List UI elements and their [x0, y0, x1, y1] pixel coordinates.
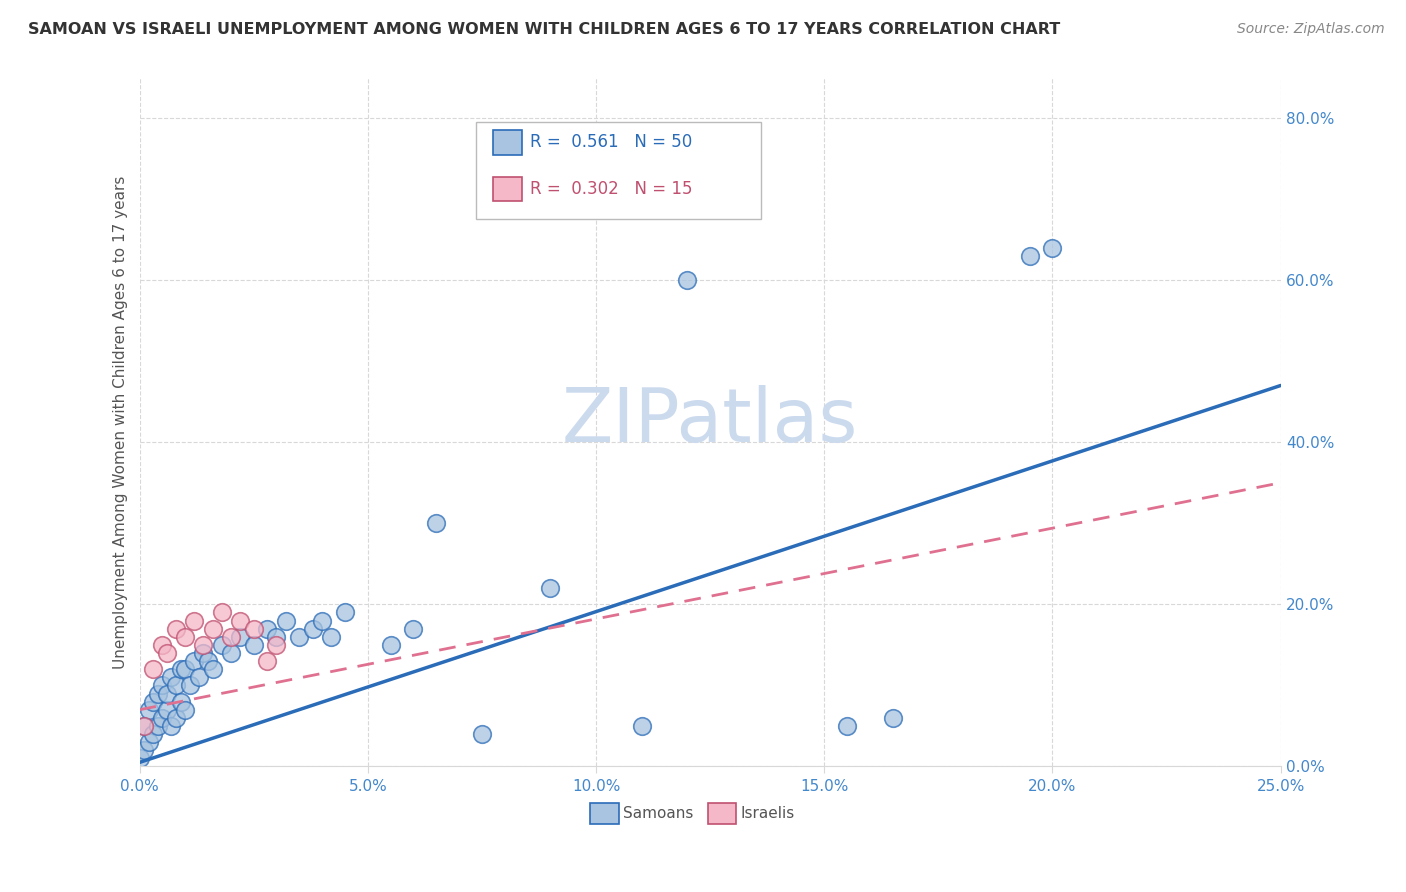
Point	[138, 735, 160, 749]
Point	[219, 646, 242, 660]
Point	[174, 630, 197, 644]
Point	[183, 654, 205, 668]
Point	[630, 719, 652, 733]
Point	[425, 516, 447, 531]
Point	[169, 695, 191, 709]
Point	[142, 662, 165, 676]
Point	[156, 703, 179, 717]
Point	[333, 606, 356, 620]
Point	[179, 678, 201, 692]
Bar	[707, 803, 737, 823]
Point	[321, 630, 343, 644]
Point	[165, 711, 187, 725]
Point	[211, 606, 233, 620]
Y-axis label: Unemployment Among Women with Children Ages 6 to 17 years: Unemployment Among Women with Children A…	[114, 175, 128, 669]
Point	[311, 614, 333, 628]
Point	[187, 670, 209, 684]
Point	[266, 638, 288, 652]
Point	[193, 638, 215, 652]
FancyBboxPatch shape	[477, 122, 762, 219]
Point	[150, 711, 173, 725]
Text: Source: ZipAtlas.com: Source: ZipAtlas.com	[1237, 22, 1385, 37]
Point	[150, 638, 173, 652]
Point	[1018, 249, 1040, 263]
Point	[835, 719, 858, 733]
Point	[197, 654, 219, 668]
Point	[156, 686, 179, 700]
Text: SAMOAN VS ISRAELI UNEMPLOYMENT AMONG WOMEN WITH CHILDREN AGES 6 TO 17 YEARS CORR: SAMOAN VS ISRAELI UNEMPLOYMENT AMONG WOM…	[28, 22, 1060, 37]
Point	[201, 622, 224, 636]
Point	[219, 630, 242, 644]
Bar	[494, 178, 522, 202]
Point	[302, 622, 325, 636]
Text: Samoans: Samoans	[623, 805, 693, 821]
Point	[146, 686, 169, 700]
Point	[676, 273, 699, 287]
Point	[174, 662, 197, 676]
Point	[266, 630, 288, 644]
Point	[165, 678, 187, 692]
Point	[242, 638, 264, 652]
Point	[1042, 241, 1064, 255]
Text: Israelis: Israelis	[741, 805, 796, 821]
Point	[146, 719, 169, 733]
Point	[132, 719, 155, 733]
Point	[169, 662, 191, 676]
Bar	[591, 803, 619, 823]
Point	[193, 646, 215, 660]
Point	[156, 646, 179, 660]
Point	[229, 630, 252, 644]
Point	[160, 719, 183, 733]
Point	[142, 695, 165, 709]
Text: R =  0.561   N = 50: R = 0.561 N = 50	[530, 133, 692, 152]
Point	[538, 581, 561, 595]
Point	[288, 630, 311, 644]
Point	[132, 719, 155, 733]
Point	[183, 614, 205, 628]
Point	[150, 678, 173, 692]
Point	[160, 670, 183, 684]
Point	[380, 638, 402, 652]
Bar	[494, 130, 522, 154]
Point	[242, 622, 264, 636]
Point	[229, 614, 252, 628]
Point	[256, 654, 278, 668]
Text: ZIPatlas: ZIPatlas	[562, 385, 858, 458]
Point	[132, 743, 155, 757]
Point	[211, 638, 233, 652]
Point	[882, 711, 904, 725]
Point	[174, 703, 197, 717]
Point	[138, 703, 160, 717]
Point	[201, 662, 224, 676]
Point	[402, 622, 425, 636]
Point	[165, 622, 187, 636]
Point	[128, 751, 150, 765]
Text: R =  0.302   N = 15: R = 0.302 N = 15	[530, 180, 692, 198]
Point	[471, 727, 494, 741]
Point	[256, 622, 278, 636]
Point	[274, 614, 297, 628]
Point	[142, 727, 165, 741]
